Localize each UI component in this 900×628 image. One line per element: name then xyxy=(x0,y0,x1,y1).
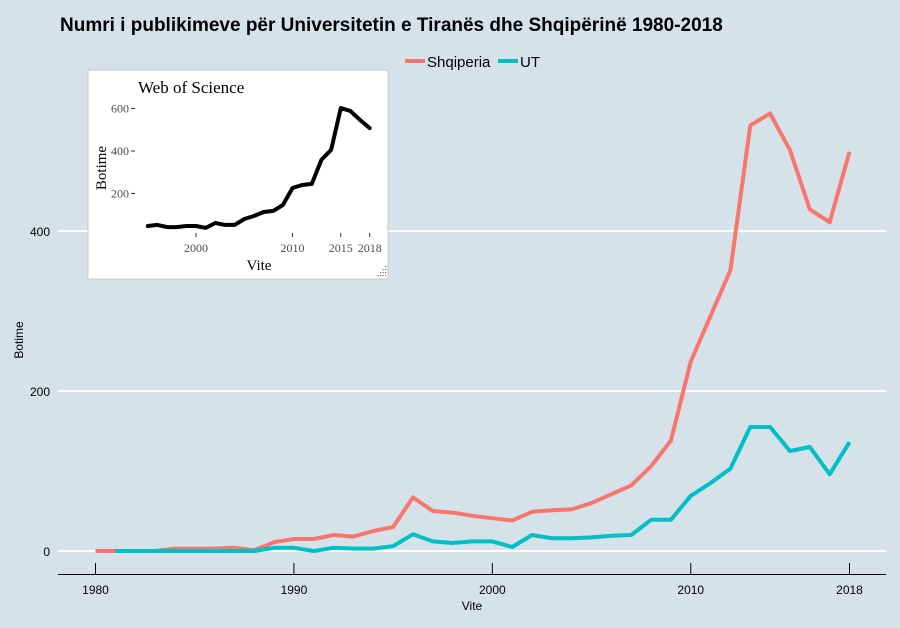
inset-chart: Web of Science 200 400 600 2000 2010 2015 2018… xyxy=(87,69,389,280)
legend-label-ut: UT xyxy=(520,54,540,71)
legend: Shqiperia UT xyxy=(405,54,540,71)
grip-dot xyxy=(382,269,384,271)
x-axis-title: Vite xyxy=(462,599,483,613)
grip-dot xyxy=(385,272,387,274)
inset-series-group xyxy=(145,106,372,230)
inset-x-tick-label: 2018 xyxy=(358,241,382,255)
inset-x-tick-label: 2000 xyxy=(184,241,208,255)
axes: 1980 1990 2000 2010 2018 0 200 400 xyxy=(30,225,886,597)
grip-dot xyxy=(380,275,382,277)
inset-y-tick-label: 600 xyxy=(111,102,129,116)
grip-dot xyxy=(377,275,379,277)
resize-grip-icon[interactable] xyxy=(377,266,387,277)
x-tick-label: 1990 xyxy=(281,583,308,597)
y-tick-label: 400 xyxy=(30,225,50,239)
chart-title: Numri i publikimeve për Universitetin e … xyxy=(60,15,723,36)
y-axis-title: Botime xyxy=(12,321,26,359)
inset-x-tick-label: 2015 xyxy=(329,241,353,255)
legend-label-shqiperia: Shqiperia xyxy=(427,54,491,71)
grip-dot xyxy=(385,269,387,271)
inset-title: Web of Science xyxy=(138,78,244,97)
inset-axes: 200 400 600 2000 2010 2015 2018 xyxy=(111,102,382,256)
inset-y-axis-title: Botime xyxy=(94,146,110,191)
grip-dot xyxy=(385,266,387,268)
inset-x-tick-label: 2010 xyxy=(281,241,305,255)
inset-y-tick-label: 400 xyxy=(111,144,129,158)
inset-series-line xyxy=(145,106,372,230)
x-tick-label: 2000 xyxy=(479,583,506,597)
y-tick-label: 0 xyxy=(43,545,50,559)
inset-y-tick-label: 200 xyxy=(111,187,129,201)
inset-x-axis-title: Vite xyxy=(247,258,272,274)
series-group xyxy=(95,111,852,553)
x-tick-label: 2010 xyxy=(677,583,704,597)
grip-dot xyxy=(382,272,384,274)
grip-dot xyxy=(385,275,387,277)
grip-dot xyxy=(380,272,382,274)
series-line-ut xyxy=(115,425,852,553)
inset-panel xyxy=(87,69,389,280)
x-tick-label: 2018 xyxy=(836,583,863,597)
y-tick-label: 200 xyxy=(30,385,50,399)
grip-dot xyxy=(382,275,384,277)
x-tick-label: 1980 xyxy=(82,583,109,597)
